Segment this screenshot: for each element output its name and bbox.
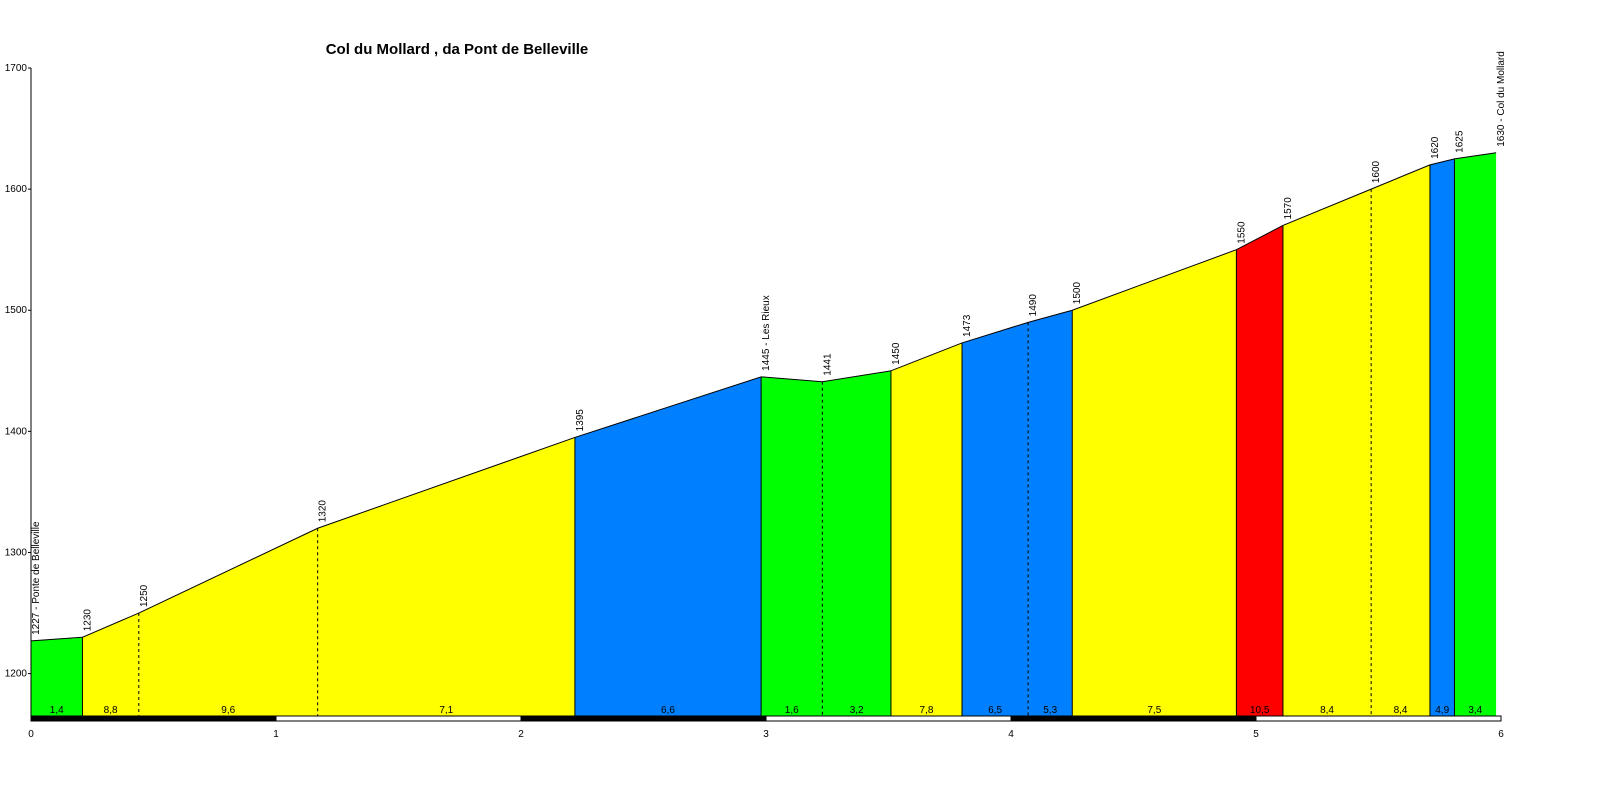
grade-label: 7,1 [439,705,453,716]
grade-label: 7,8 [920,705,934,716]
grade-labels: 1,4 8,8 9,6 7,1 6,6 1,6 3,2 7,8 6,5 5,3 7,5 10,5 8,4… [50,705,1483,716]
x-tick-label: 4 [1008,729,1014,740]
segment-3 [138,528,318,716]
segment-15 [1429,158,1455,716]
altitude-labels: 1227 - Ponte de Belleville 1230 1250 1320 13… [31,51,1507,635]
altitude-label: 1250 [139,584,150,607]
segment-9 [962,322,1029,716]
y-tick-label: 1700 [5,63,28,74]
km-bar [520,715,767,722]
chart-title: Col du Mollard , da Pont de Belleville [326,41,589,58]
segment-8 [890,342,962,716]
km-bar [275,715,522,722]
altitude-label: 1625 [1454,130,1465,153]
segment-4 [317,437,575,716]
altitude-label: 1570 [1283,197,1294,220]
segment-16 [1454,152,1497,717]
grade-label: 8,4 [1320,705,1334,716]
grade-label: 8,4 [1394,705,1408,716]
km-bar [1255,715,1502,722]
grade-label: 6,6 [661,705,675,716]
segment-1 [31,637,83,716]
altitude-label: 1490 [1028,294,1039,317]
grade-label: 1,6 [785,705,799,716]
segment-12 [1236,225,1283,716]
grade-label: 5,3 [1043,705,1057,716]
segment-6 [761,376,823,716]
grade-label: 8,8 [104,705,118,716]
grade-label: 6,5 [988,705,1002,716]
y-tick-label: 1200 [5,669,28,680]
y-tick-label: 1500 [5,305,28,316]
profile-line [30,152,1497,642]
y-tick-label: 1600 [5,184,28,195]
segment-10 [1028,310,1073,716]
altitude-label: 1230 [82,609,93,632]
altitude-label: 1600 [1371,160,1382,183]
altitude-label: 1550 [1236,221,1247,244]
altitude-label: 1450 [891,342,902,365]
grade-label: 7,5 [1147,705,1161,716]
grade-label: 10,5 [1250,705,1270,716]
y-tick-label: 1300 [5,547,28,558]
profile-outline [30,152,1497,642]
altitude-label: 1320 [318,500,329,523]
x-tick-label: 0 [28,729,34,740]
grade-label: 9,6 [221,705,235,716]
altitude-label: 1620 [1430,136,1441,159]
x-tick-label: 1 [273,729,279,740]
x-tick-label: 6 [1498,729,1504,740]
km-bar [1010,715,1257,722]
km-bar [765,715,1012,722]
km-bar [30,715,277,722]
grade-label: 1,4 [50,705,64,716]
altitude-label: 1473 [962,314,973,337]
profile-segments [31,152,1497,717]
altitude-label: 1630 - Col du Mollard [1496,51,1507,147]
segment-5 [574,376,762,716]
x-tick-label: 5 [1253,729,1259,740]
segment-13 [1282,189,1372,717]
y-tick-label: 1400 [5,426,28,437]
altitude-label: 1500 [1072,282,1083,305]
x-tick-label: 3 [763,729,769,740]
segment-2 [82,613,139,716]
segment-14 [1371,164,1430,716]
segment-dividers [81,158,1455,716]
grade-label: 3,4 [1468,705,1482,716]
grade-label: 4,9 [1435,705,1449,716]
axes: 1200 1300 1400 1500 1600 1700 0 1 2 3 4 5 6 [5,63,1504,740]
x-tick-label: 2 [518,729,524,740]
altitude-label: 1441 [822,353,833,376]
altitude-label: 1395 [575,409,586,432]
segment-7 [822,370,891,716]
altitude-label: 1445 - Les Rieux [761,295,772,371]
altitude-label: 1227 - Ponte de Belleville [31,521,42,635]
grade-label: 3,2 [850,705,864,716]
segment-11 [1072,249,1237,716]
